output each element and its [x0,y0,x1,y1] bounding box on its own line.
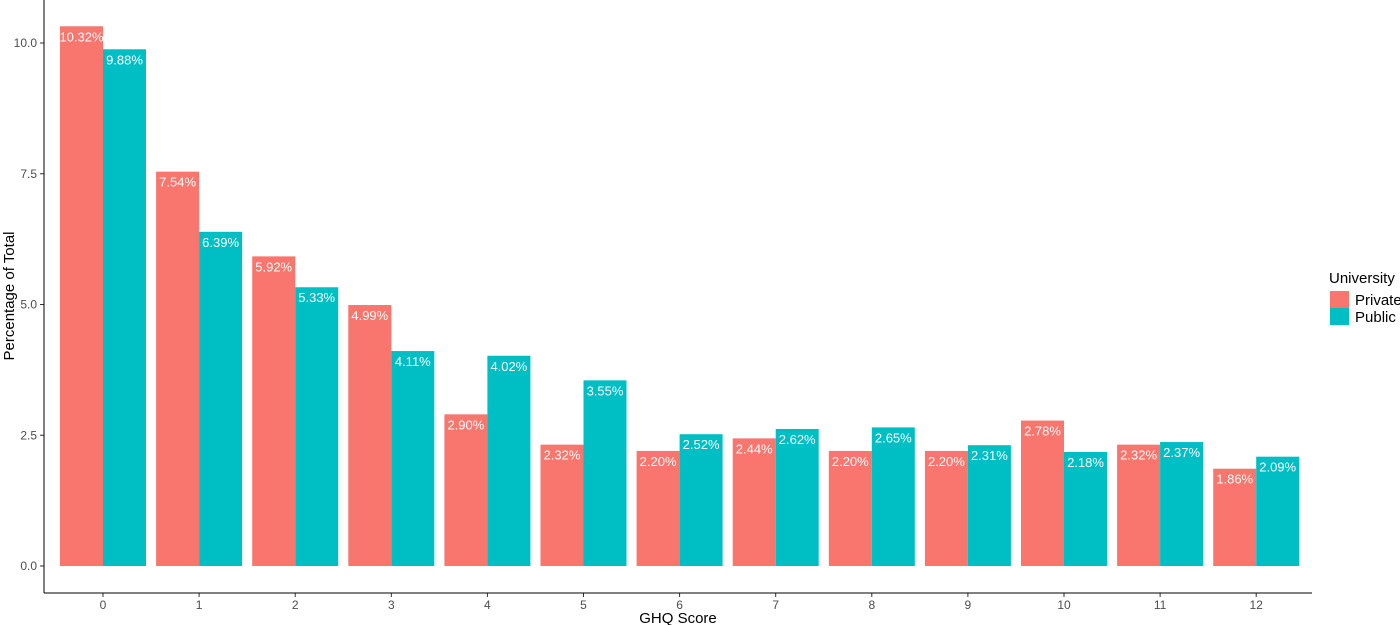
y-axis-title: Percentage of Total [1,232,18,361]
bar-private [1117,444,1161,566]
bar-label-private: 10.32% [59,29,104,44]
bar-public [487,355,531,566]
y-tick-label: 2.5 [20,428,37,442]
bar-label-public: 2.31% [971,448,1008,463]
x-tick-label: 10 [1057,598,1071,612]
bar-private [1213,468,1257,566]
bar-label-public: 5.33% [298,290,335,305]
bar-public [1160,442,1204,566]
bar-label-private: 5.92% [255,259,292,274]
bar-private [636,450,680,566]
x-tick-label: 11 [1154,598,1167,612]
bar-label-private: 2.90% [447,417,484,432]
x-tick-label: 9 [965,598,972,612]
y-tick-label: 5.0 [20,298,37,312]
x-tick-label: 7 [772,598,779,612]
bar-private [252,256,296,566]
y-tick-label: 10.0 [14,36,38,50]
legend: University Private Public [1329,270,1400,326]
y-tick-label: 7.5 [20,167,37,181]
x-axis-title: GHQ Score [639,610,717,625]
x-tick-label: 1 [196,598,203,612]
bar-private [348,305,392,566]
x-tick-label: 8 [868,598,875,612]
bar-label-private: 2.78% [1024,424,1061,439]
x-tick-label: 6 [676,598,683,612]
bar-private [924,450,968,566]
x-tick-label: 12 [1250,598,1264,612]
bar-public [679,434,723,566]
x-tick-label: 2 [292,598,299,612]
legend-label-private: Private [1355,292,1400,309]
bars-group [60,26,1300,567]
bar-label-private: 7.54% [159,175,196,190]
bar-public [1256,456,1300,566]
bar-label-private: 4.99% [351,308,388,323]
bar-labels-group: 10.32% 7.54% 5.92% 4.99% 2.90% 2.32% 2.20% 2.44… [59,29,1296,486]
bar-private [444,414,488,566]
bar-label-public: 2.09% [1259,460,1296,475]
legend-title: University [1329,270,1395,287]
y-tick-label: 0.0 [20,559,37,573]
bar-label-public: 6.39% [202,235,239,250]
bar-label-public: 2.37% [1163,445,1200,460]
bar-public [295,287,339,566]
bar-label-public: 3.55% [587,383,624,398]
bar-public [775,428,819,566]
bar-public [967,445,1011,566]
x-tick-label: 4 [484,598,491,612]
bar-label-private: 1.86% [1216,472,1253,487]
x-tick-label: 5 [580,598,587,612]
y-axis-ticks: 0.0 2.5 5.0 7.5 10.0 [14,36,44,573]
bar-label-public: 2.65% [875,430,912,445]
bar-label-public: 2.18% [1067,455,1104,470]
bar-public [199,231,243,567]
x-tick-label: 0 [100,598,107,612]
bar-label-private: 2.32% [544,448,581,463]
bar-label-public: 4.02% [490,359,527,374]
bar-label-private: 2.20% [640,454,677,469]
bar-private [828,450,872,566]
x-axis-ticks: 0 1 2 3 4 5 6 7 8 9 10 11 12 [100,593,1264,612]
bar-public [1064,451,1107,566]
bar-public [391,351,435,566]
bar-private [1021,420,1064,566]
bar-public [871,427,915,566]
legend-swatch-private [1330,291,1349,308]
bar-label-private: 2.32% [1120,448,1157,463]
bar-label-private: 2.20% [928,454,965,469]
bar-private [60,26,103,567]
bar-public [103,49,146,566]
bar-label-public: 2.52% [683,437,720,452]
bar-label-public: 9.88% [106,52,143,67]
legend-label-public: Public [1355,309,1396,326]
bar-public [583,380,627,566]
bar-label-private: 2.44% [736,441,773,456]
bar-label-public: 2.62% [779,432,816,447]
x-tick-label: 3 [388,598,395,612]
bar-label-private: 2.20% [832,454,869,469]
bar-label-public: 4.11% [395,354,431,369]
bar-private [156,171,200,566]
legend-swatch-public [1330,308,1349,325]
bar-private [540,444,584,566]
bar-private [732,438,776,566]
